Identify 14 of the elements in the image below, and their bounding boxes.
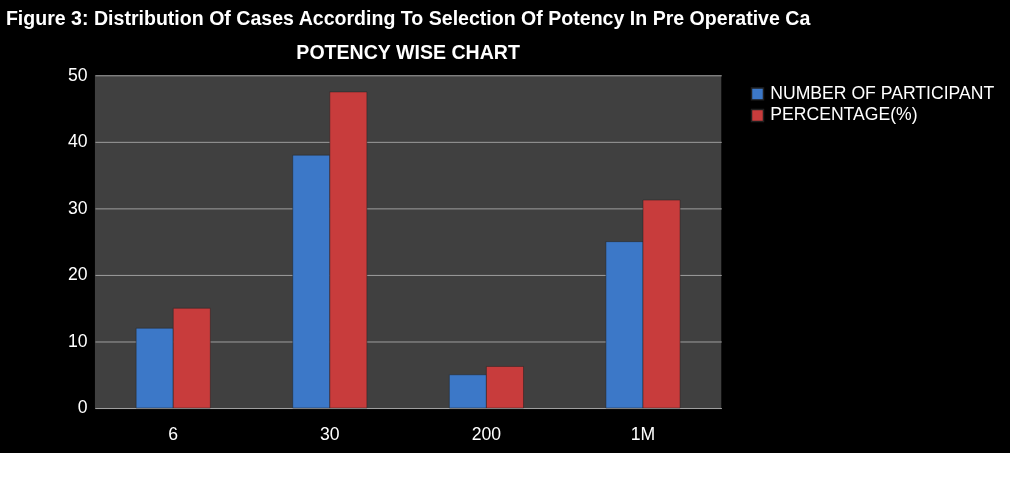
legend-label: NUMBER OF PARTICIPANT [770, 82, 995, 103]
y-tick-label: 20 [68, 264, 88, 285]
chart-title: POTENCY WISE CHART [296, 40, 520, 63]
y-tick-label: 30 [68, 197, 88, 218]
legend-label: PERCENTAGE(%) [770, 104, 918, 125]
y-tick-label: 10 [68, 330, 88, 351]
y-tick-label: 50 [68, 64, 88, 85]
caption: Figure 3: Distribution Of Cases According To Selection Of Potency In Pre Operative Ca [5, 7, 811, 30]
y-tick-label: 40 [68, 131, 88, 152]
x-tick-label: 200 [471, 423, 502, 444]
x-tick-label: 30 [320, 423, 340, 444]
y-tick-label: 0 [77, 397, 88, 418]
x-tick-label: 1M [630, 423, 656, 444]
x-tick-label: 6 [168, 423, 179, 444]
